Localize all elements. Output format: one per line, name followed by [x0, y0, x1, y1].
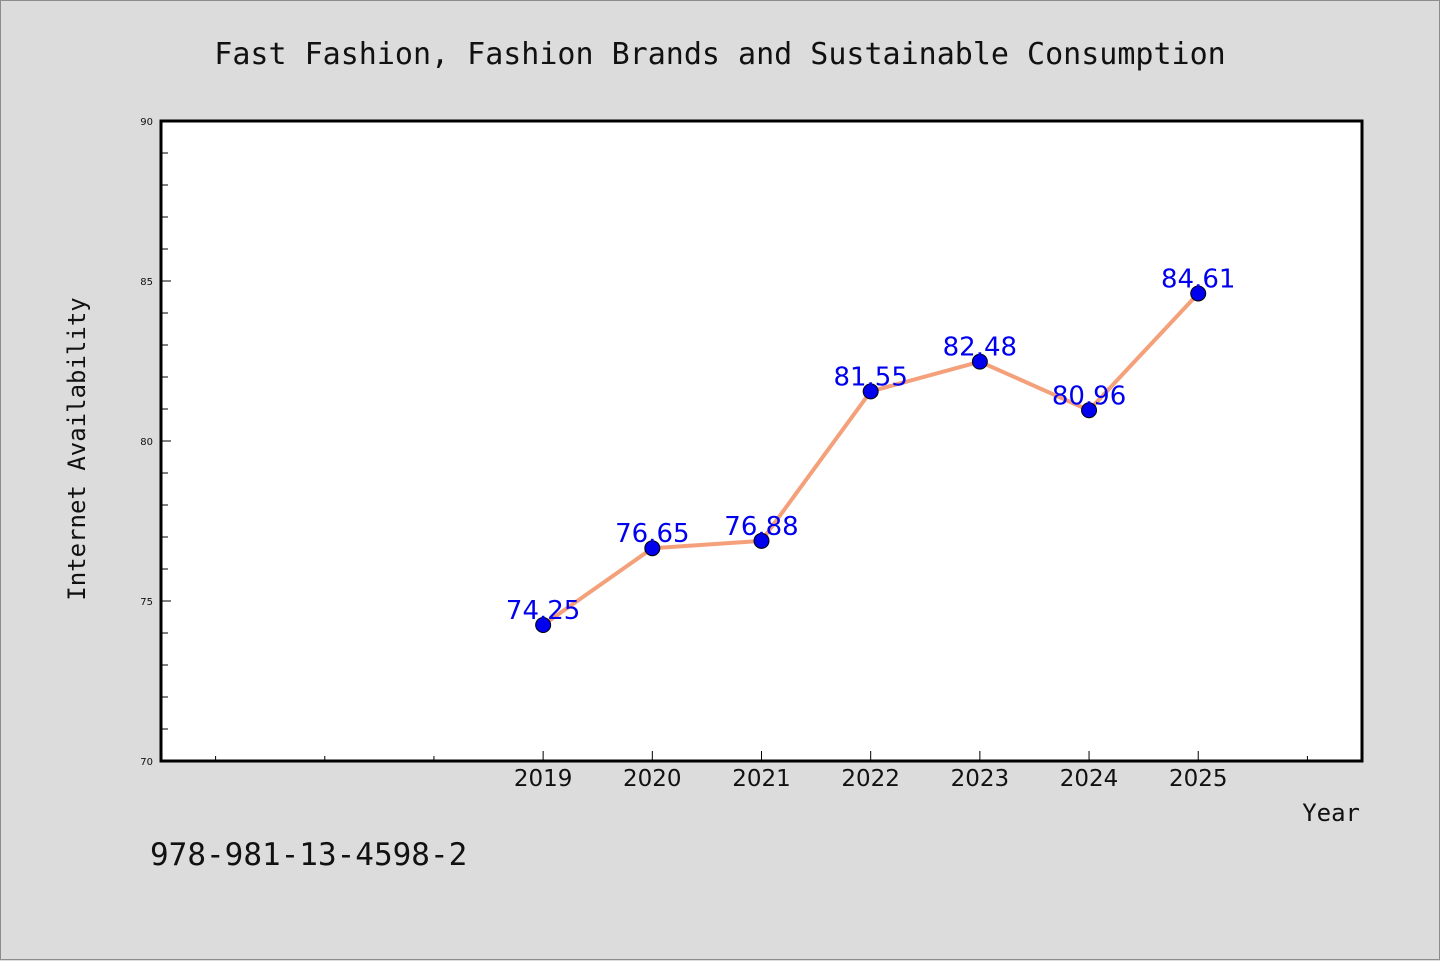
x-tick-label: 2020: [623, 766, 682, 792]
data-point: [1081, 402, 1098, 419]
x-tick-label: 2021: [732, 766, 791, 792]
data-point: [644, 540, 661, 557]
series-layer: 74.25 76.65 76.88 81.55 82.48 80.96 84.61: [506, 264, 1235, 633]
y-tick-label: 80: [140, 437, 153, 448]
x-tick-label: 2023: [951, 766, 1010, 792]
data-label: 82.48: [943, 333, 1017, 363]
data-point: [971, 353, 988, 370]
data-label: 80.96: [1052, 381, 1126, 411]
y-axis: 70 75 80 85 90: [140, 117, 171, 768]
y-axis-label: Internet Availability: [63, 297, 91, 600]
y-tick-label: 70: [140, 757, 153, 768]
data-label: 76.65: [615, 519, 689, 549]
data-point: [753, 532, 770, 549]
y-tick-label: 75: [140, 597, 153, 608]
data-label: 81.55: [833, 362, 907, 392]
x-tick-label: 2025: [1169, 766, 1228, 792]
data-label: 84.61: [1161, 264, 1235, 294]
x-tick-label: 2024: [1060, 766, 1119, 792]
y-tick-label: 90: [140, 117, 153, 128]
x-axis: 2019 2020 2021 2022 2023 2024 2025: [215, 751, 1308, 792]
footer-code: 978-981-13-4598-2: [150, 837, 467, 873]
x-tick-label: 2019: [514, 766, 573, 792]
x-axis-label: Year: [1302, 799, 1360, 827]
data-point: [1190, 285, 1207, 302]
y-tick-label: 85: [140, 277, 153, 288]
plot-area: [159, 119, 1364, 763]
data-point: [862, 383, 879, 400]
data-label: 76.88: [724, 512, 798, 542]
x-tick-label: 2022: [841, 766, 900, 792]
data-label: 74.25: [506, 596, 580, 626]
chart-title: Fast Fashion, Fashion Brands and Sustain…: [214, 37, 1225, 72]
data-point: [535, 617, 552, 633]
